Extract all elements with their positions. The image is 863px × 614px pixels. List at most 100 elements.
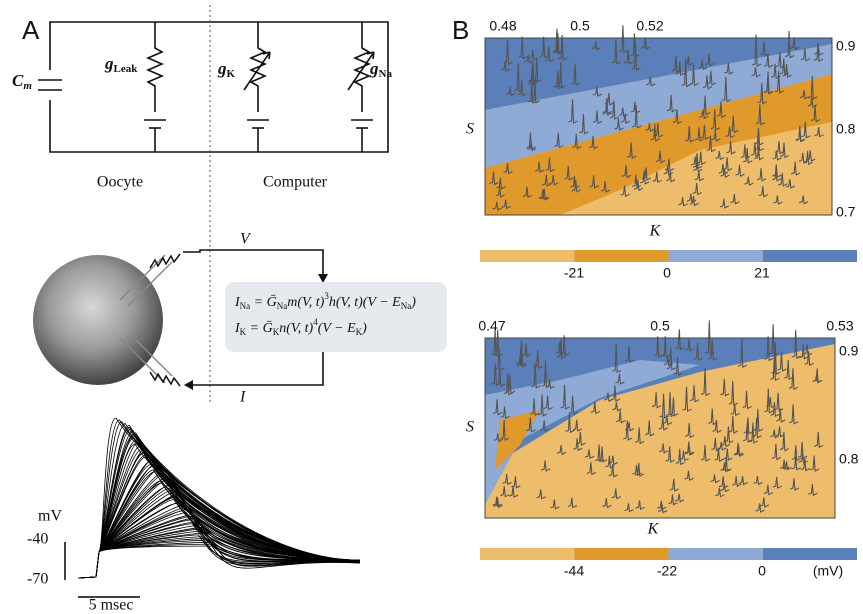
spike	[592, 110, 603, 125]
spike	[692, 182, 702, 196]
spike	[791, 456, 801, 471]
y-axis-label: S	[466, 419, 474, 436]
spike	[492, 201, 503, 211]
spike	[500, 486, 510, 498]
spike	[616, 410, 626, 424]
spike	[740, 144, 751, 160]
spike	[715, 150, 725, 161]
spike	[543, 395, 553, 411]
spike	[500, 60, 511, 72]
spike	[576, 431, 586, 446]
spike	[602, 103, 612, 115]
spike	[763, 71, 774, 95]
spike	[789, 37, 800, 51]
spike	[495, 186, 505, 198]
spike	[624, 346, 635, 363]
equation-part: (V − E	[318, 321, 356, 336]
spike	[493, 497, 503, 509]
spike	[779, 58, 790, 76]
spike	[556, 339, 567, 360]
spike	[534, 161, 545, 174]
spike	[624, 503, 634, 513]
spike	[541, 360, 551, 388]
spike	[511, 476, 521, 489]
spike	[586, 462, 597, 476]
spike	[799, 344, 809, 360]
equation-part: K	[356, 327, 363, 337]
spike	[779, 459, 790, 471]
top-tick-label: 0.53	[826, 318, 853, 334]
spike	[516, 345, 527, 366]
spike	[706, 135, 716, 153]
spike	[572, 419, 582, 432]
top-tick-label: 0.5	[650, 318, 670, 334]
top-tick-label: 0.52	[636, 18, 663, 34]
spike	[800, 47, 811, 62]
spike	[572, 134, 582, 150]
spike	[635, 500, 645, 511]
spike	[502, 473, 512, 486]
spike	[770, 429, 780, 439]
symbol: g	[369, 59, 379, 78]
spike	[653, 336, 663, 358]
subscript: K	[227, 68, 236, 80]
spike	[602, 98, 613, 116]
spike	[604, 93, 615, 106]
spike	[700, 445, 711, 462]
spike	[728, 415, 739, 434]
plot-frame	[484, 37, 833, 216]
spike	[772, 476, 782, 489]
spike	[700, 95, 711, 116]
colorbar-segment	[762, 548, 857, 560]
equation-part: K	[240, 327, 247, 337]
spike	[809, 455, 820, 472]
spike	[751, 34, 762, 67]
spike	[591, 41, 602, 51]
spike	[658, 443, 669, 454]
spike	[743, 417, 754, 435]
spike	[624, 49, 634, 65]
spike	[655, 150, 666, 164]
spike	[806, 150, 816, 162]
spike	[715, 487, 725, 498]
spike	[572, 438, 583, 452]
spike	[755, 503, 765, 513]
spike	[496, 177, 506, 190]
spike	[503, 163, 513, 175]
spike	[517, 79, 527, 97]
spike	[614, 118, 624, 131]
equation: IK = ḠKn(V, t)4(V − EK)	[234, 317, 367, 337]
spike	[492, 399, 503, 416]
spike	[742, 390, 752, 410]
spike	[609, 100, 620, 120]
spike	[672, 109, 683, 125]
spike	[645, 420, 655, 437]
spike	[651, 392, 662, 409]
spike	[528, 49, 539, 61]
symbol: g	[217, 59, 227, 78]
spike	[719, 476, 729, 489]
spike	[503, 372, 514, 396]
spike	[730, 404, 740, 417]
conductance-label: gNa	[369, 59, 392, 80]
spike	[517, 36, 528, 60]
spike	[492, 496, 502, 508]
spike	[791, 329, 801, 360]
spike	[719, 198, 730, 209]
spike	[678, 197, 688, 207]
spike	[612, 402, 622, 412]
spike	[803, 150, 813, 166]
spike	[571, 180, 582, 193]
symbol: C	[12, 71, 24, 90]
spike	[611, 488, 622, 500]
equation-part: Na	[401, 301, 412, 311]
spike	[748, 422, 759, 444]
spike	[735, 164, 745, 177]
spike	[550, 499, 560, 510]
spike	[630, 101, 641, 114]
spike	[782, 461, 792, 471]
spike	[696, 151, 706, 166]
scale-unit: mV	[38, 508, 62, 525]
spike	[489, 171, 499, 186]
spike	[605, 455, 615, 469]
